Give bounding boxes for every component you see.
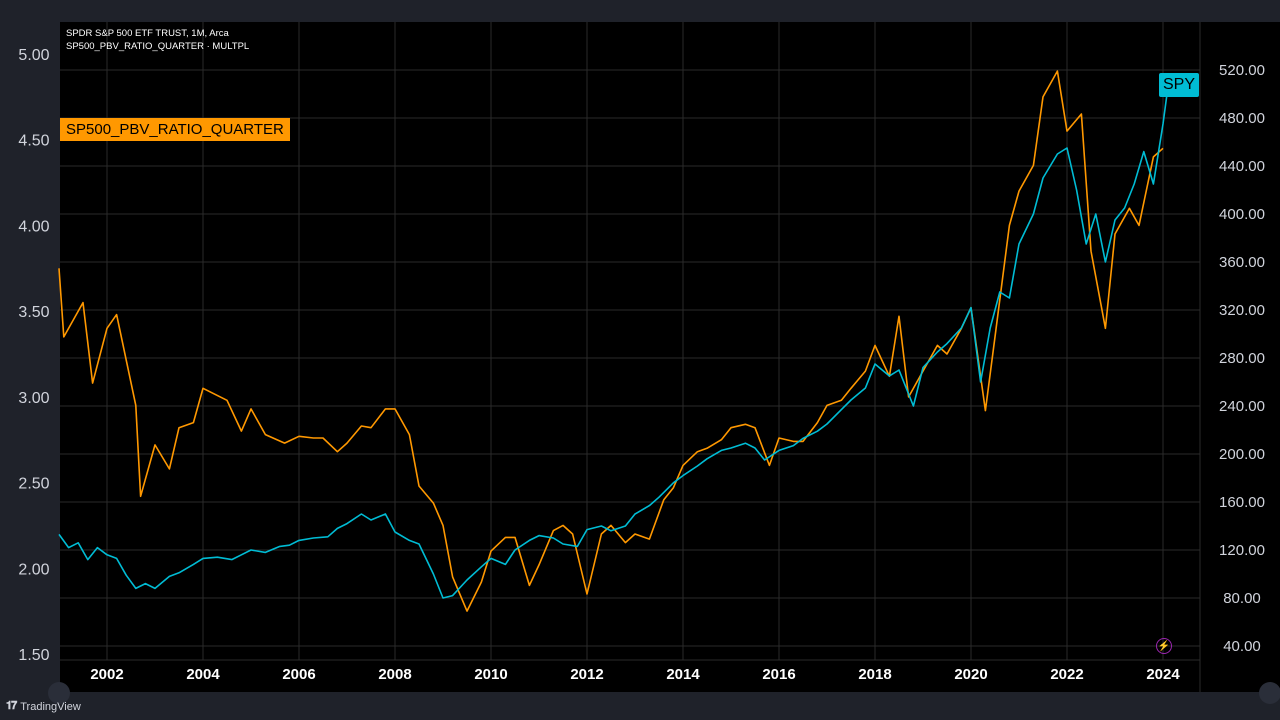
x-tick-label: 2006: [282, 666, 315, 683]
x-tick-label: 2024: [1146, 666, 1180, 683]
series-layer: [58, 70, 1169, 612]
left-tick-label: 1.50: [18, 647, 49, 664]
scroll-left-button[interactable]: [48, 682, 70, 704]
right-tick-label: 280.00: [1219, 350, 1265, 367]
grid-layer: [60, 22, 1200, 660]
x-tick-label: 2008: [378, 666, 411, 683]
spy-series-line: [58, 87, 1169, 599]
x-tick-label: 2004: [186, 666, 220, 683]
left-tick-label: 2.00: [18, 561, 49, 578]
right-tick-label: 360.00: [1219, 254, 1265, 271]
right-tick-label: 200.00: [1219, 446, 1265, 463]
right-tick-label: 240.00: [1219, 398, 1265, 415]
right-tick-label: 80.00: [1223, 590, 1261, 607]
right-tick-label: 40.00: [1223, 638, 1261, 655]
x-tick-label: 2012: [570, 666, 603, 683]
tradingview-logo-icon: 𝟏𝟕: [6, 700, 17, 712]
left-tick-label: 4.00: [18, 218, 49, 235]
left-tick-label: 2.50: [18, 476, 49, 493]
x-tick-label: 2020: [954, 666, 987, 683]
footer: 𝟏𝟕 TradingView: [0, 682, 1280, 720]
lightning-icon[interactable]: ⚡: [1156, 638, 1172, 654]
legend-spy[interactable]: SPDR S&P 500 ETF TRUST, 1M, Arca: [66, 28, 229, 39]
x-tick-label: 2022: [1050, 666, 1083, 683]
right-tick-label: 400.00: [1219, 206, 1265, 223]
left-tick-label: 4.50: [18, 133, 49, 150]
x-tick-label: 2018: [858, 666, 891, 683]
pbv-series-line: [58, 70, 1164, 612]
right-axis-background: [1200, 22, 1280, 692]
right-tick-label: 480.00: [1219, 110, 1265, 127]
right-tick-label: 160.00: [1219, 494, 1265, 511]
left-tick-label: 5.00: [18, 47, 49, 64]
left-tick-label: 3.50: [18, 304, 49, 321]
right-tick-label: 440.00: [1219, 158, 1265, 175]
right-tick-label: 120.00: [1219, 542, 1265, 559]
right-tick-label: 520.00: [1219, 62, 1265, 79]
axis-layer: 2002 2004 2006 2008 2010 2012 2014 2016 2018 2020…: [18, 47, 1265, 683]
spy-price-tag: SPY: [1159, 73, 1199, 97]
right-tick-label: 320.00: [1219, 302, 1265, 319]
legend-pbv[interactable]: SP500_PBV_RATIO_QUARTER · MULTPL: [66, 41, 250, 52]
tradingview-logo[interactable]: 𝟏𝟕 TradingView: [6, 700, 81, 713]
x-tick-label: 2016: [762, 666, 795, 683]
x-tick-label: 2010: [474, 666, 507, 683]
scroll-right-button[interactable]: [1259, 682, 1280, 704]
left-tick-label: 3.00: [18, 390, 49, 407]
pbv-series-tag: SP500_PBV_RATIO_QUARTER: [60, 118, 290, 141]
tradingview-brand: TradingView: [20, 700, 81, 713]
x-tick-label: 2002: [90, 666, 123, 683]
x-tick-label: 2014: [666, 666, 700, 683]
